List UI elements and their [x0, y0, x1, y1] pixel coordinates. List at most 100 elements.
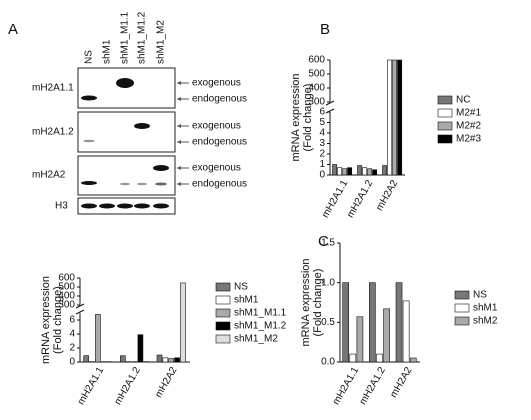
x-tick-label: mH2A1.1: [76, 365, 107, 407]
legend-swatch: [215, 295, 231, 305]
row-label: H3: [55, 201, 68, 212]
y-tick-label: 600: [58, 273, 75, 284]
legend-label: NC: [456, 95, 470, 106]
legend-swatch: [437, 95, 453, 105]
bar: [337, 167, 343, 176]
y-tick-label: 300: [308, 97, 325, 108]
band: [117, 203, 133, 209]
band: [120, 182, 130, 186]
legend-swatch: [454, 290, 470, 300]
arrowhead: [177, 182, 181, 186]
bar: [349, 353, 357, 363]
bar: [342, 282, 350, 363]
y-axis-label: mRNA expression: [40, 276, 52, 364]
bar: [356, 316, 364, 363]
arrowhead: [177, 124, 181, 128]
arrowhead: [177, 140, 181, 144]
western-blot: [77, 67, 176, 215]
x-tick-label: mH2A1.2: [358, 365, 389, 407]
bar: [372, 169, 378, 176]
legend-label: shM1_M2: [234, 334, 278, 345]
bar: [156, 354, 163, 363]
y-tick-label: 1.0: [321, 277, 335, 288]
axis-break: [75, 309, 85, 315]
annotation: exogenous: [192, 163, 241, 174]
x-tick-label: mH2A2: [388, 365, 414, 400]
bar: [395, 282, 403, 363]
annotation: endogenous: [192, 179, 247, 190]
x-tick-label: mH2A1.2: [113, 365, 144, 407]
bar: [137, 334, 144, 363]
row-label: mH2A1.1: [32, 83, 74, 94]
y-axis-label: mRNA expression: [300, 258, 312, 346]
arrowhead: [177, 166, 181, 170]
legend-label: NS: [473, 290, 487, 301]
bar: [83, 355, 89, 363]
legend-swatch: [215, 282, 231, 292]
y-tick-label: 0: [319, 170, 325, 181]
y-axis-label: (Fold change): [312, 269, 324, 337]
axis-break: [75, 303, 85, 309]
blot-box: [77, 155, 176, 196]
legend-label: shM1: [473, 303, 498, 314]
y-tick-label: 3: [319, 138, 325, 149]
y-axis-label: (Fold change): [302, 84, 314, 152]
bar: [347, 167, 353, 176]
y-tick-label: 400: [308, 83, 325, 94]
panel-label: A: [8, 21, 18, 38]
blot-box: [77, 67, 176, 109]
lane-label: shM1_M1.1: [120, 11, 131, 64]
x-tick-label: mH2A2: [374, 178, 400, 213]
legend-label: M2#3: [456, 134, 481, 145]
band: [134, 123, 150, 129]
y-tick-label: 500: [58, 282, 75, 293]
bar: [332, 164, 338, 176]
band: [99, 203, 115, 209]
panel-label: B: [320, 21, 330, 38]
y-tick-label: 600: [308, 55, 325, 66]
lane-label: shM1_M2: [156, 20, 167, 64]
bar: [392, 59, 398, 176]
legend-swatch: [454, 303, 470, 313]
y-tick-label: 1: [319, 159, 325, 170]
y-tick-label: 4: [69, 329, 75, 340]
y-tick-label: 2: [69, 343, 75, 354]
y-tick-label: 6: [319, 107, 325, 118]
band: [153, 165, 169, 171]
bar: [174, 357, 180, 363]
y-tick-label: 400: [58, 291, 75, 302]
y-tick-label: 4: [319, 128, 325, 139]
y-tick-label: 500: [308, 69, 325, 80]
bar: [180, 282, 186, 363]
bar: [362, 167, 368, 176]
legend-label: M2#2: [456, 121, 481, 132]
arrowhead: [177, 97, 181, 101]
y-tick-label: 300: [58, 300, 75, 311]
y-tick-label: 6: [69, 315, 75, 326]
legend-swatch: [437, 108, 453, 118]
bar: [376, 353, 383, 363]
row-label: mH2A1.2: [32, 127, 74, 138]
row-label: mH2A2: [32, 170, 66, 181]
bar: [397, 59, 403, 176]
arrowhead: [177, 81, 181, 85]
legend-label: NS: [234, 282, 248, 293]
y-tick-label: 0.5: [321, 317, 335, 328]
y-tick-label: 0: [69, 357, 75, 368]
bar: [120, 355, 126, 363]
band: [116, 78, 134, 88]
band: [83, 139, 95, 143]
annotation: endogenous: [192, 137, 247, 148]
y-tick-label: 0.0: [321, 357, 335, 368]
legend-swatch: [437, 134, 453, 144]
annotation: exogenous: [192, 78, 241, 89]
y-axis-label: mRNA expression: [290, 73, 302, 161]
legend-swatch: [454, 316, 470, 326]
y-tick-label: 5: [319, 117, 325, 128]
band: [134, 203, 150, 209]
legend-label: shM2: [473, 316, 498, 327]
legend-swatch: [215, 321, 231, 331]
legend-label: shM1: [234, 295, 259, 306]
legend-label: shM1_M1.2: [234, 321, 287, 332]
bar: [168, 358, 175, 363]
